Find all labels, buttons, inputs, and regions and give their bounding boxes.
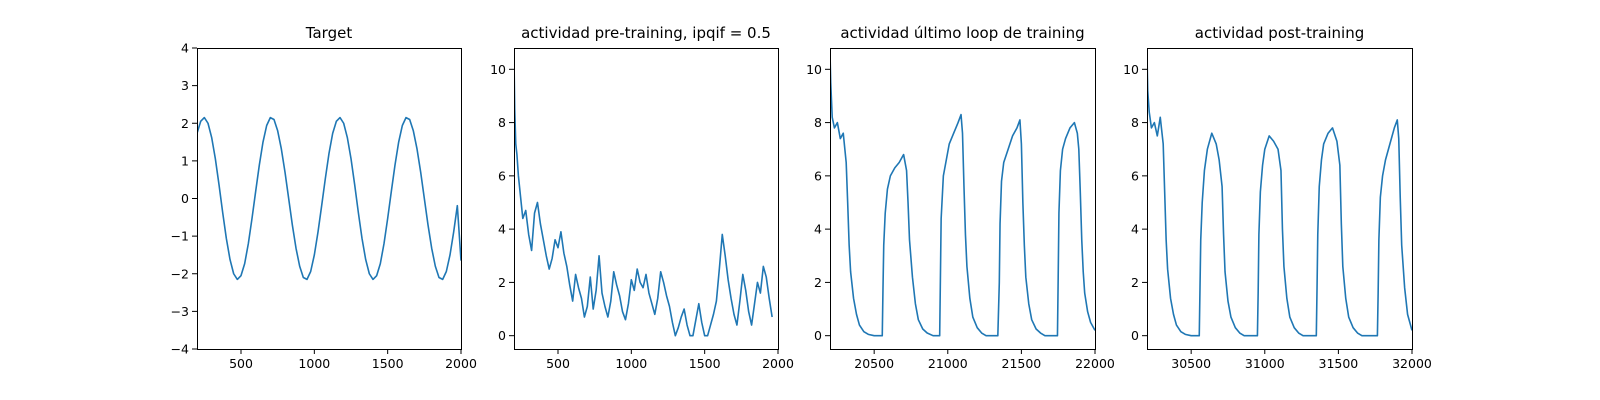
y-tick-label: −3: [171, 304, 189, 319]
y-tick-label: 10: [1123, 62, 1139, 77]
axes-frame: [830, 48, 1096, 350]
y-tick-label: 2: [1131, 275, 1139, 290]
x-tick-label: 22000: [1075, 356, 1115, 371]
y-tick-label: −1: [171, 229, 189, 244]
x-tick-label: 500: [546, 356, 570, 371]
x-tick-label: 2000: [762, 356, 794, 371]
x-tick-label: 1000: [615, 356, 647, 371]
x-tick-label: 21000: [928, 356, 968, 371]
chart-title: actividad post-training: [1195, 24, 1364, 42]
subplot-post-training: actividad post-training 30500 31000 31500 32…: [1123, 24, 1432, 371]
x-tick-label: 31500: [1319, 356, 1359, 371]
series-line-actividad: [1147, 55, 1412, 337]
x-tick-label: 31000: [1245, 356, 1285, 371]
subplot-pre-training: actividad pre-training, ipqif = 0.5 500 10…: [490, 24, 794, 371]
chart-title: actividad pre-training, ipqif = 0.5: [521, 24, 771, 42]
x-tick-label: 500: [229, 356, 253, 371]
y-tick-label: 6: [1131, 168, 1139, 183]
x-tick-label: 1500: [689, 356, 721, 371]
y-tick-label: 6: [814, 168, 822, 183]
y-tick-label: −4: [171, 342, 189, 357]
y-tick-label: 2: [498, 275, 506, 290]
y-tick-label: 3: [181, 78, 189, 93]
y-tick-label: 0: [1131, 328, 1139, 343]
x-tick-label: 30500: [1171, 356, 1211, 371]
x-tick-label: 1000: [298, 356, 330, 371]
y-tick-label: 10: [806, 62, 822, 77]
series-line-target: [197, 116, 461, 281]
y-tick-label: 8: [1131, 115, 1139, 130]
axes-frame: [514, 48, 779, 350]
y-tick-label: 4: [498, 222, 506, 237]
y-tick-label: 0: [181, 191, 189, 206]
y-tick-label: 0: [498, 328, 506, 343]
y-tick-label: 4: [814, 222, 822, 237]
x-tick-label: 21500: [1002, 356, 1042, 371]
x-tick-label: 32000: [1392, 356, 1432, 371]
y-tick-label: 1: [181, 153, 189, 168]
y-tick-label: 2: [181, 116, 189, 131]
y-tick-label: −2: [171, 266, 189, 281]
y-tick-label: 10: [490, 62, 506, 77]
series-line-actividad: [514, 58, 773, 337]
axes-frame: [197, 48, 462, 350]
y-tick-label: 0: [814, 328, 822, 343]
subplot-target: Target 500 1000 1500 2000 −4 −3 −2 −1 0 1 2 3 4: [171, 24, 477, 371]
chart-title: actividad último loop de training: [840, 24, 1084, 42]
x-tick-label: 2000: [445, 356, 477, 371]
series-line-actividad: [830, 53, 1095, 337]
x-tick-label: 20500: [854, 356, 894, 371]
y-tick-label: 4: [1131, 222, 1139, 237]
chart-title: Target: [305, 24, 353, 42]
x-tick-label: 1500: [372, 356, 404, 371]
y-tick-label: 8: [814, 115, 822, 130]
y-tick-label: 6: [498, 168, 506, 183]
y-tick-label: 2: [814, 275, 822, 290]
y-tick-label: 8: [498, 115, 506, 130]
y-tick-label: 4: [181, 41, 189, 56]
axes-frame: [1147, 48, 1413, 350]
